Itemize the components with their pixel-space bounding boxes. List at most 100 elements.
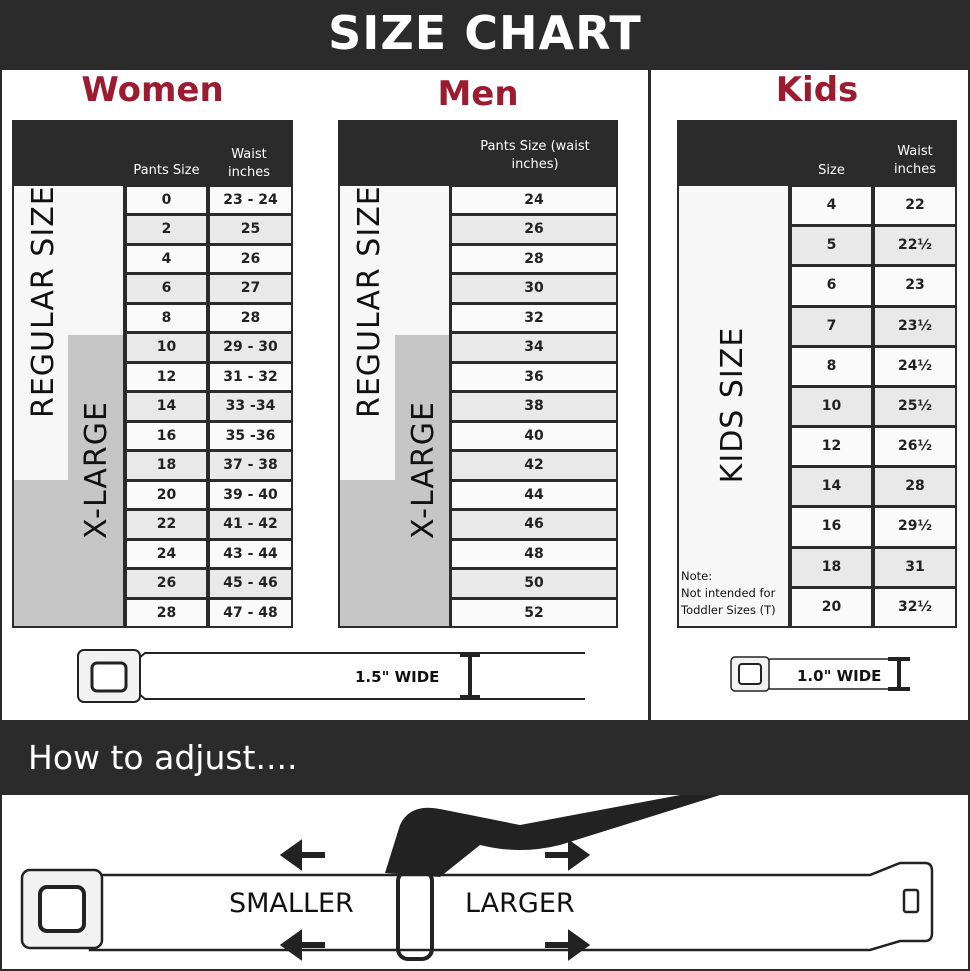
adult-belt-width: 1.5" WIDE xyxy=(355,668,440,686)
kids-note-text: Not intended for Toddler Sizes (T) xyxy=(681,586,776,617)
men-pants-size-cell: 36 xyxy=(452,363,616,391)
arrow-right-bottom-icon xyxy=(545,929,591,961)
kids-size-cell: 20 xyxy=(792,588,871,626)
adjust-panel xyxy=(0,795,970,971)
men-pants-size-cell: 46 xyxy=(452,511,616,538)
kids-size-cell: 5 xyxy=(792,227,871,265)
men-pants-size-cell: 44 xyxy=(452,481,616,509)
men-pants-size-cell: 32 xyxy=(452,304,616,332)
women-xlarge-region-lower xyxy=(14,480,123,626)
women-pants-size-cell: 8 xyxy=(127,304,206,332)
women-waist-cell: 29 - 30 xyxy=(210,334,291,361)
kids-note-title: Note: xyxy=(681,569,713,583)
adjust-belt-illustration xyxy=(20,795,934,961)
kids-title: Kids xyxy=(775,70,859,110)
women-pants-size-cell: 28 xyxy=(127,599,206,626)
adult-belt-illustration xyxy=(77,649,585,703)
kids-waist-cell: 24½ xyxy=(875,347,955,385)
women-waist-cell: 41 - 42 xyxy=(210,511,291,538)
women-waist-cell: 35 -36 xyxy=(210,422,291,450)
kids-col-size: Size xyxy=(818,163,845,178)
women-waist-cell: 37 - 38 xyxy=(210,452,291,479)
size-chart-panel xyxy=(0,70,970,722)
women-pants-size-cell: 2 xyxy=(127,216,206,243)
kids-size-cell: 14 xyxy=(792,468,871,506)
men-pants-size-cell: 50 xyxy=(452,570,616,597)
men-xlarge-region-lower xyxy=(340,480,449,626)
adjust-banner: How to adjust.... xyxy=(0,722,970,795)
women-waist-cell: 47 - 48 xyxy=(210,599,291,626)
kids-belt-illustration xyxy=(730,656,910,692)
men-pants-size-cell: 38 xyxy=(452,393,616,420)
kids-size-cell: 7 xyxy=(792,307,871,345)
women-waist-cell: 45 - 46 xyxy=(210,570,291,597)
women-pants-size-cell: 24 xyxy=(127,540,206,568)
women-col-waist: Waist inches xyxy=(227,147,270,180)
women-xlarge-label: X-LARGE xyxy=(79,401,114,539)
kids-size-cell: 16 xyxy=(792,508,871,546)
kids-size-cell: 6 xyxy=(792,267,871,305)
kids-size-cell: 12 xyxy=(792,428,871,466)
men-pants-size-cell: 48 xyxy=(452,540,616,568)
men-title: Men xyxy=(437,74,519,114)
women-pants-size-cell: 18 xyxy=(127,452,206,479)
kids-size-cell: 10 xyxy=(792,387,871,426)
kids-size-cell: 18 xyxy=(792,548,871,586)
women-col-pants-size: Pants Size xyxy=(133,163,200,178)
men-col-pants-size: Pants Size (waist inches) xyxy=(480,139,590,172)
kids-waist-cell: 31 xyxy=(875,548,955,586)
women-xlarge-region xyxy=(68,335,123,480)
kids-col-waist: Waist inches xyxy=(893,144,936,177)
women-pants-size-cell: 14 xyxy=(127,393,206,420)
women-pants-size-cell: 20 xyxy=(127,481,206,509)
kids-side-region xyxy=(679,186,788,626)
kids-size-cell: 8 xyxy=(792,347,871,385)
arrow-left-top-icon xyxy=(279,839,325,871)
women-pants-size-cell: 6 xyxy=(127,275,206,302)
women-pants-size-cell: 4 xyxy=(127,245,206,273)
kids-waist-cell: 23 xyxy=(875,267,955,305)
smaller-label: SMALLER xyxy=(229,888,354,919)
page-title: SIZE CHART xyxy=(0,0,970,70)
divider xyxy=(648,70,651,722)
kids-waist-cell: 25½ xyxy=(875,387,955,426)
men-pants-size-cell: 26 xyxy=(452,216,616,243)
women-waist-cell: 31 - 32 xyxy=(210,363,291,391)
kids-waist-cell: 22½ xyxy=(875,227,955,265)
women-title: Women xyxy=(81,70,224,110)
adjust-title: How to adjust.... xyxy=(28,738,298,777)
men-pants-size-cell: 52 xyxy=(452,599,616,626)
men-pants-size-cell: 24 xyxy=(452,187,616,214)
kids-waist-cell: 29½ xyxy=(875,508,955,546)
kids-waist-cell: 32½ xyxy=(875,588,955,626)
women-pants-size-cell: 0 xyxy=(127,187,206,214)
men-pants-size-cell: 40 xyxy=(452,422,616,450)
women-pants-size-cell: 12 xyxy=(127,363,206,391)
arrow-left-bottom-icon xyxy=(279,929,325,961)
men-xlarge-region xyxy=(395,335,449,480)
women-pants-size-cell: 26 xyxy=(127,570,206,597)
men-pants-size-cell: 30 xyxy=(452,275,616,302)
arrow-right-top-icon xyxy=(545,839,591,871)
kids-belt-width: 1.0" WIDE xyxy=(797,667,882,685)
women-waist-cell: 27 xyxy=(210,275,291,302)
men-pants-size-cell: 42 xyxy=(452,452,616,479)
men-xlarge-label: X-LARGE xyxy=(406,401,441,539)
women-regular-label: REGULAR SIZE xyxy=(26,185,61,418)
kids-waist-cell: 22 xyxy=(875,187,955,225)
women-pants-size-cell: 16 xyxy=(127,422,206,450)
men-pants-size-cell: 28 xyxy=(452,245,616,273)
hand-icon xyxy=(385,795,720,877)
kids-size-label: KIDS SIZE xyxy=(715,326,750,484)
women-pants-size-cell: 22 xyxy=(127,511,206,538)
kids-size-cell: 4 xyxy=(792,187,871,225)
women-waist-cell: 23 - 24 xyxy=(210,187,291,214)
men-pants-size-cell: 34 xyxy=(452,334,616,361)
women-waist-cell: 25 xyxy=(210,216,291,243)
larger-label: LARGER xyxy=(465,888,575,919)
kids-waist-cell: 23½ xyxy=(875,307,955,345)
men-regular-label: REGULAR SIZE xyxy=(352,185,387,418)
women-waist-cell: 26 xyxy=(210,245,291,273)
women-waist-cell: 28 xyxy=(210,304,291,332)
women-waist-cell: 39 - 40 xyxy=(210,481,291,509)
